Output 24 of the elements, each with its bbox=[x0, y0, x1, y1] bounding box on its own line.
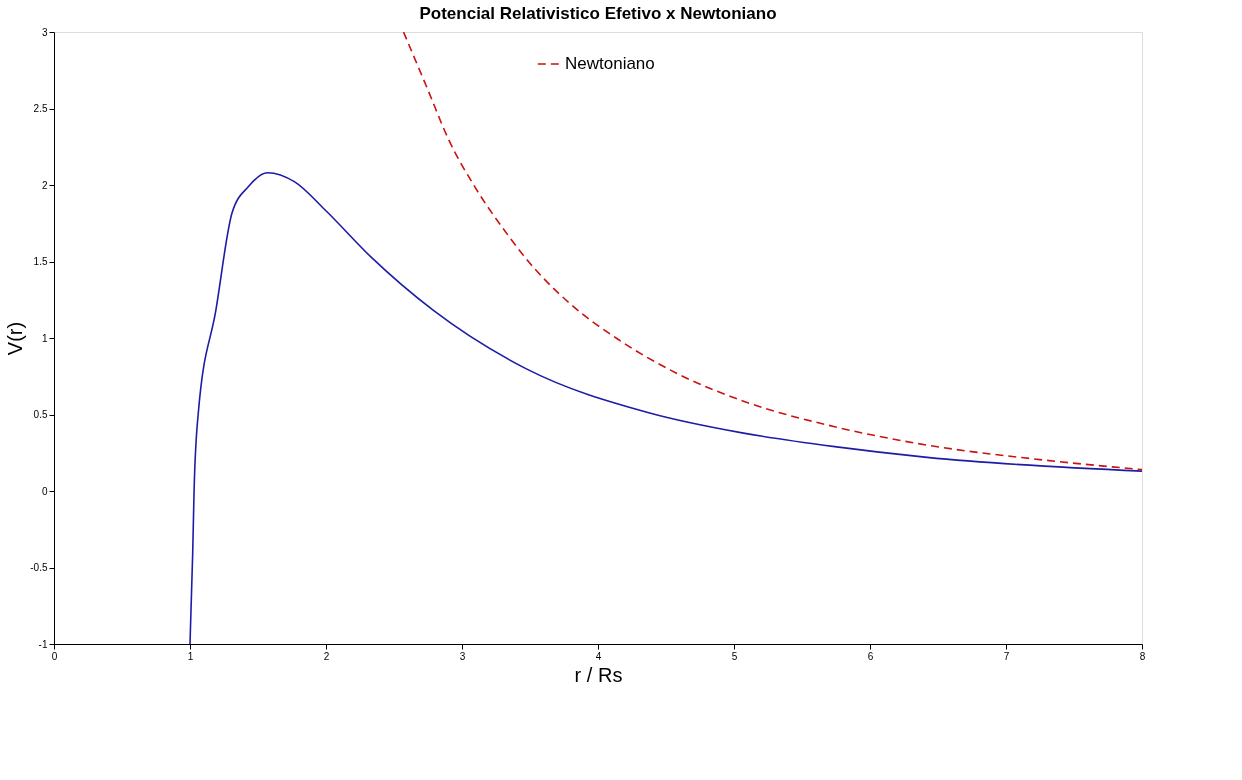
line-series bbox=[402, 32, 1142, 471]
x-tick-label: 4 bbox=[595, 650, 602, 662]
line-series bbox=[189, 171, 1142, 644]
x-tick-label: 5 bbox=[731, 650, 738, 662]
chart-title: Potencial Relativistico Efetivo x Newtoniano bbox=[419, 4, 777, 23]
y-tick-label: 2 bbox=[41, 179, 48, 191]
y-tick-label: 3 bbox=[41, 26, 48, 38]
x-tick-label: 7 bbox=[1003, 650, 1010, 662]
x-tick-label: 6 bbox=[867, 650, 874, 662]
y-tick-label: 1.5 bbox=[33, 256, 48, 267]
legend-label: Newtoniano bbox=[565, 54, 655, 73]
y-axis-title: V(r) bbox=[4, 321, 27, 356]
y-tick-label: -1 bbox=[38, 638, 48, 650]
x-tick-label: 3 bbox=[459, 650, 466, 662]
y-tick-label: 2.5 bbox=[33, 103, 48, 114]
y-tick-label: 0 bbox=[41, 485, 48, 497]
x-axis-title: r / Rs bbox=[574, 663, 623, 686]
y-tick-label: 0.5 bbox=[33, 409, 48, 420]
x-tick-label: 0 bbox=[51, 650, 58, 662]
x-tick-label: 1 bbox=[187, 650, 194, 662]
x-tick-label: 8 bbox=[1139, 650, 1146, 662]
x-tick-label: 2 bbox=[323, 650, 330, 662]
y-tick-label: 1 bbox=[41, 332, 48, 344]
y-tick-label: -0.5 bbox=[30, 562, 48, 573]
